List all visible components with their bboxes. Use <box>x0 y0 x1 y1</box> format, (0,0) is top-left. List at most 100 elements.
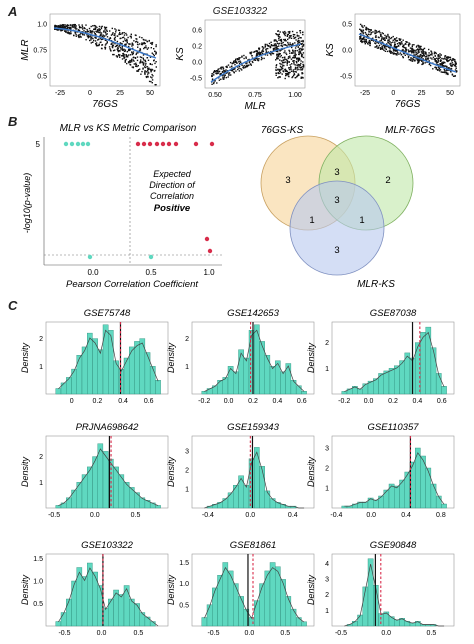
scatter-point <box>289 55 291 57</box>
scatter-point <box>297 43 299 45</box>
scatter-point <box>78 36 80 39</box>
scatter-point <box>381 47 383 50</box>
scatter-point <box>399 39 401 41</box>
hist-bar <box>378 613 384 627</box>
hist-title: GSE142653 <box>227 308 279 319</box>
scatter-point <box>368 28 370 31</box>
scatter-point <box>302 63 304 66</box>
scatter-point <box>390 36 393 39</box>
scatter-point <box>297 65 299 67</box>
scatter-point <box>131 52 133 54</box>
scatter-point <box>421 63 423 66</box>
scatter-point <box>422 58 424 60</box>
scatter-point <box>302 33 304 36</box>
hist-bar <box>102 324 109 395</box>
scatter-point <box>290 66 292 68</box>
scatter-point <box>266 54 269 56</box>
scatter-point <box>57 25 59 27</box>
scatter-point <box>278 68 280 71</box>
scatter-point <box>379 31 381 34</box>
scatter-point <box>119 56 121 58</box>
scatter-point <box>424 56 427 58</box>
scatter-point <box>440 54 442 56</box>
scatter-point <box>452 63 455 66</box>
hist-bar <box>425 326 432 395</box>
scatter-point <box>116 45 118 47</box>
scatter-point <box>151 63 153 66</box>
scatter-point <box>233 71 235 73</box>
scatter-point <box>125 58 127 61</box>
scatter-point <box>359 28 361 30</box>
scatter-point <box>116 35 119 37</box>
scatter-point <box>403 50 405 52</box>
scatter-point <box>89 39 91 42</box>
scatter-point <box>145 76 148 79</box>
scatter-point <box>60 25 62 28</box>
scatter-point <box>287 38 289 41</box>
scatter-point <box>277 30 280 32</box>
scatter-point <box>127 54 130 56</box>
scatter-point <box>434 58 436 60</box>
scatter-point <box>113 34 115 36</box>
scatter-point <box>402 56 404 59</box>
scatter-point <box>287 33 289 35</box>
scatter-point <box>291 30 294 33</box>
scatter-point <box>99 34 101 37</box>
scatter-point <box>136 70 138 72</box>
scatter-point <box>153 48 155 50</box>
scatter-point <box>410 58 412 60</box>
scatter-point <box>298 35 300 37</box>
scatter-point <box>135 65 137 67</box>
scatter-point <box>302 45 305 47</box>
scatter-point <box>64 30 66 32</box>
scatter-point <box>448 59 451 61</box>
scatter-point <box>425 53 427 55</box>
scatter-point <box>360 40 362 42</box>
scatter-point <box>288 31 291 33</box>
scatter-point <box>422 55 424 57</box>
scatter-point <box>100 47 103 50</box>
scatter-point <box>437 57 440 59</box>
hist-bar <box>60 382 67 395</box>
scatter-point <box>365 27 368 30</box>
scatter-point <box>294 47 297 49</box>
scatter-point <box>285 70 288 72</box>
hist-bar <box>102 451 109 509</box>
scatter-point <box>129 63 131 66</box>
scatter-point <box>123 56 126 59</box>
scatter-point <box>144 71 146 73</box>
scatter-point <box>109 37 112 40</box>
scatter-point <box>238 67 240 70</box>
scatter-point <box>248 58 250 61</box>
scatter-point <box>217 70 219 72</box>
scatter-point <box>300 67 302 69</box>
scatter-point <box>148 72 150 74</box>
corr-point-red <box>160 141 166 147</box>
scatter-point <box>282 68 284 70</box>
corr-annotation-3: Correlation <box>150 191 194 201</box>
scatter-point <box>402 46 405 48</box>
scatter-point <box>446 59 448 62</box>
scatter-point <box>442 61 444 63</box>
scatter-point <box>444 58 446 60</box>
scatter-point <box>394 47 396 49</box>
scatter-ylabel: KS <box>325 43 336 57</box>
scatter-point <box>423 53 425 55</box>
scatter-point <box>287 75 290 77</box>
scatter-point <box>383 45 386 47</box>
scatter-point <box>213 81 215 83</box>
scatter-point <box>415 53 418 56</box>
scatter-point <box>105 34 107 36</box>
scatter-point <box>425 55 428 57</box>
scatter-point <box>372 37 374 39</box>
scatter-point <box>277 56 279 58</box>
scatter-point <box>277 53 279 55</box>
scatter-point <box>73 25 75 27</box>
scatter-point <box>115 31 117 33</box>
scatter-point <box>146 48 149 50</box>
scatter-point <box>147 73 149 75</box>
hist-bar <box>134 341 140 395</box>
hist-bar <box>362 501 369 509</box>
scatter-point <box>439 55 441 57</box>
scatter-point <box>121 49 124 51</box>
